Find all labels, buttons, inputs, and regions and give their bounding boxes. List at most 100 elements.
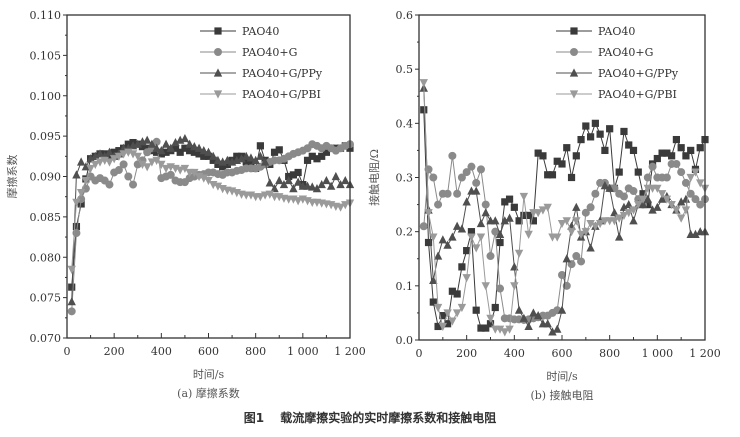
data-point xyxy=(199,174,208,183)
data-point xyxy=(204,147,213,156)
data-point xyxy=(91,151,100,160)
legend-label: PAO40+G/PPy xyxy=(242,67,323,80)
data-point xyxy=(448,287,456,295)
resistance-chart: 0 200 400 600 800 1 000 1 200 0.0 0.1 0.2 0.3 0.4 0.… xyxy=(367,9,721,402)
series-line xyxy=(71,140,351,312)
data-point xyxy=(424,165,433,174)
data-point xyxy=(341,201,350,210)
data-point xyxy=(519,313,529,322)
data-point xyxy=(67,297,76,306)
data-point xyxy=(242,158,250,166)
data-point xyxy=(663,149,671,157)
data-point xyxy=(586,243,595,252)
subplot-caption: (b) 接触电阻 xyxy=(530,388,593,402)
data-point xyxy=(514,249,524,258)
data-point xyxy=(256,142,264,150)
data-point xyxy=(68,283,76,291)
data-point xyxy=(572,252,581,261)
data-point xyxy=(275,175,284,185)
data-point xyxy=(195,150,203,158)
data-point xyxy=(558,271,566,279)
data-point xyxy=(643,173,652,182)
data-point xyxy=(610,208,619,217)
data-point xyxy=(251,155,260,164)
data-point xyxy=(161,164,171,174)
data-point xyxy=(176,148,184,156)
data-point xyxy=(420,106,428,114)
data-point xyxy=(629,206,638,215)
data-point xyxy=(619,202,629,211)
data-point xyxy=(696,179,705,188)
data-point xyxy=(429,298,437,306)
data-point xyxy=(190,142,199,151)
data-point xyxy=(336,179,345,189)
data-point xyxy=(67,307,76,316)
data-point xyxy=(696,200,705,209)
data-point xyxy=(686,173,695,183)
data-point xyxy=(658,149,666,157)
data-point xyxy=(448,232,457,241)
data-point xyxy=(634,200,643,210)
data-point xyxy=(524,230,533,239)
data-point xyxy=(591,189,600,198)
y-tick-label: 0.3 xyxy=(396,172,414,185)
legend-label: PAO40 xyxy=(598,25,635,38)
data-point xyxy=(162,148,170,156)
data-point xyxy=(662,195,672,204)
data-point xyxy=(481,208,490,217)
data-point xyxy=(462,197,471,206)
data-point xyxy=(600,181,610,190)
data-point xyxy=(293,197,303,206)
data-point xyxy=(496,284,505,293)
data-point xyxy=(476,165,485,174)
data-point xyxy=(653,184,662,193)
data-point xyxy=(424,209,433,218)
data-point xyxy=(529,308,538,317)
data-point xyxy=(72,170,81,179)
data-point xyxy=(157,146,166,155)
data-point xyxy=(557,219,567,229)
data-point xyxy=(322,175,331,185)
data-point xyxy=(582,122,590,130)
data-point xyxy=(472,306,480,314)
data-point xyxy=(86,164,95,174)
data-point xyxy=(500,328,509,337)
legend-item: PAO40+G/PPy xyxy=(556,67,679,80)
data-point xyxy=(453,189,462,198)
data-point xyxy=(293,177,303,186)
data-point xyxy=(318,152,326,160)
data-point xyxy=(691,195,700,204)
legend-label: PAO40+G xyxy=(242,46,297,59)
data-point xyxy=(462,168,471,177)
data-point xyxy=(91,160,100,169)
data-point xyxy=(270,184,279,193)
data-point xyxy=(72,222,81,231)
data-point xyxy=(681,194,691,203)
x-tick-label: 0 xyxy=(64,345,71,358)
data-point xyxy=(591,222,600,231)
data-point xyxy=(648,162,657,171)
data-point xyxy=(153,148,161,156)
data-point xyxy=(472,178,481,187)
data-point xyxy=(477,324,485,332)
data-point xyxy=(567,228,576,237)
data-point xyxy=(152,143,161,152)
data-point xyxy=(624,209,633,218)
data-point xyxy=(331,171,341,181)
data-point xyxy=(105,152,114,160)
data-point xyxy=(696,144,704,152)
data-point xyxy=(687,146,695,155)
data-point xyxy=(643,194,652,203)
y-tick-label: 0.1 xyxy=(396,280,414,293)
x-axis-label: 时间/s xyxy=(546,370,578,383)
data-point xyxy=(672,135,680,144)
legend-marker-triangle-up xyxy=(569,68,579,77)
legend-item: PAO40+G xyxy=(200,46,297,59)
data-point xyxy=(525,211,533,220)
data-point xyxy=(124,172,133,181)
legend-marker-triangle-down xyxy=(569,90,579,99)
data-point xyxy=(219,163,227,171)
data-point xyxy=(514,305,524,314)
data-point xyxy=(581,228,591,237)
data-point xyxy=(444,320,452,328)
